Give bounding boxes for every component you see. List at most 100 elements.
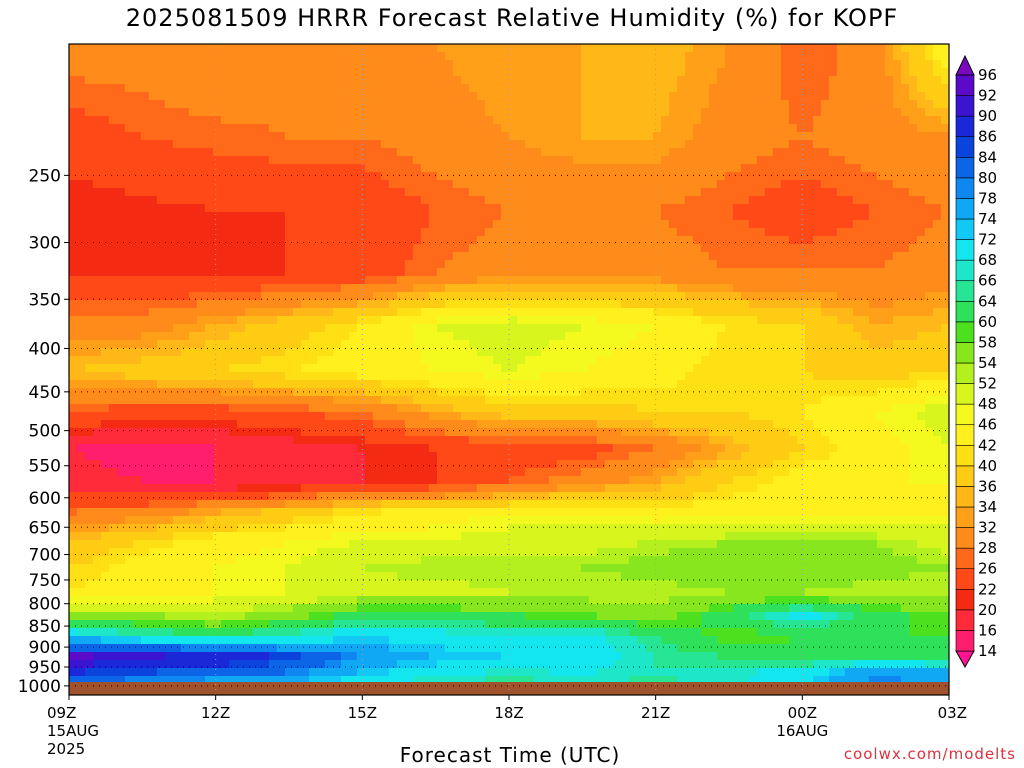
- rh-cell: [733, 364, 742, 373]
- rh-cell: [621, 132, 630, 141]
- rh-cell: [181, 364, 190, 373]
- rh-cell: [629, 212, 638, 221]
- rh-cell: [749, 44, 758, 53]
- rh-cell: [517, 220, 526, 229]
- rh-cell: [517, 348, 526, 357]
- rh-cell: [581, 44, 590, 53]
- rh-cell: [597, 188, 606, 197]
- rh-cell: [661, 372, 670, 381]
- rh-cell: [453, 68, 462, 77]
- rh-cell: [501, 156, 510, 165]
- rh-cell: [77, 356, 86, 365]
- rh-cell: [181, 108, 190, 117]
- rh-cell: [797, 196, 806, 205]
- rh-cell: [853, 308, 862, 317]
- rh-cell: [509, 396, 518, 405]
- rh-cell: [541, 180, 550, 189]
- rh-cell: [861, 260, 870, 269]
- rh-cell: [765, 276, 774, 285]
- rh-cell: [925, 212, 934, 221]
- rh-cell: [77, 404, 86, 413]
- rh-cell: [181, 276, 190, 285]
- rh-cell: [517, 244, 526, 253]
- rh-cell: [789, 44, 798, 53]
- rh-cell: [261, 268, 270, 277]
- rh-cell: [485, 108, 494, 117]
- rh-cell: [557, 340, 566, 349]
- rh-cell: [165, 236, 174, 245]
- rh-cell: [637, 356, 646, 365]
- rh-cell: [189, 340, 198, 349]
- rh-cell: [757, 308, 766, 317]
- rh-cell: [925, 124, 934, 133]
- rh-cell: [421, 60, 430, 69]
- rh-cell: [157, 292, 166, 301]
- rh-cell: [893, 124, 902, 133]
- rh-cell: [341, 308, 350, 317]
- rh-cell: [621, 244, 630, 253]
- rh-cell: [69, 164, 78, 173]
- rh-cell: [293, 172, 302, 181]
- rh-cell: [325, 116, 334, 125]
- rh-cell: [333, 108, 342, 117]
- rh-cell: [445, 156, 454, 165]
- rh-cell: [509, 380, 518, 389]
- rh-cell: [269, 180, 278, 189]
- rh-cell: [333, 284, 342, 293]
- rh-cell: [813, 332, 822, 341]
- rh-cell: [517, 148, 526, 157]
- rh-cell: [213, 76, 222, 85]
- rh-cell: [717, 276, 726, 285]
- rh-cell: [237, 348, 246, 357]
- rh-cell: [365, 332, 374, 341]
- rh-cell: [701, 372, 710, 381]
- rh-cell: [157, 204, 166, 213]
- rh-cell: [437, 204, 446, 213]
- rh-cell: [285, 204, 294, 213]
- rh-cell: [557, 244, 566, 253]
- rh-cell: [165, 180, 174, 189]
- rh-cell: [773, 260, 782, 269]
- rh-cell: [357, 332, 366, 341]
- rh-cell: [861, 364, 870, 373]
- rh-cell: [885, 308, 894, 317]
- rh-cell: [525, 60, 534, 69]
- rh-cell: [133, 76, 142, 85]
- rh-cell: [413, 284, 422, 293]
- rh-cell: [869, 116, 878, 125]
- rh-cell: [741, 92, 750, 101]
- rh-cell: [477, 244, 486, 253]
- rh-cell: [837, 60, 846, 69]
- rh-cell: [269, 244, 278, 253]
- rh-cell: [397, 284, 406, 293]
- rh-cell: [845, 236, 854, 245]
- rh-cell: [749, 332, 758, 341]
- rh-cell: [133, 236, 142, 245]
- rh-cell: [589, 220, 598, 229]
- rh-cell: [357, 124, 366, 133]
- rh-cell: [493, 92, 502, 101]
- rh-cell: [869, 220, 878, 229]
- rh-cell: [749, 100, 758, 109]
- rh-cell: [893, 52, 902, 61]
- rh-cell: [917, 52, 926, 61]
- rh-cell: [797, 236, 806, 245]
- rh-cell: [709, 388, 718, 397]
- rh-cell: [213, 108, 222, 117]
- rh-cell: [525, 180, 534, 189]
- rh-cell: [693, 156, 702, 165]
- rh-cell: [797, 148, 806, 157]
- rh-cell: [485, 244, 494, 253]
- rh-cell: [365, 324, 374, 333]
- rh-cell: [509, 212, 518, 221]
- rh-cell: [117, 108, 126, 117]
- rh-cell: [645, 84, 654, 93]
- rh-cell: [213, 356, 222, 365]
- rh-cell: [85, 180, 94, 189]
- rh-cell: [309, 340, 318, 349]
- rh-cell: [933, 340, 942, 349]
- rh-cell: [757, 76, 766, 85]
- rh-cell: [781, 220, 790, 229]
- rh-cell: [373, 316, 382, 325]
- rh-cell: [453, 300, 462, 309]
